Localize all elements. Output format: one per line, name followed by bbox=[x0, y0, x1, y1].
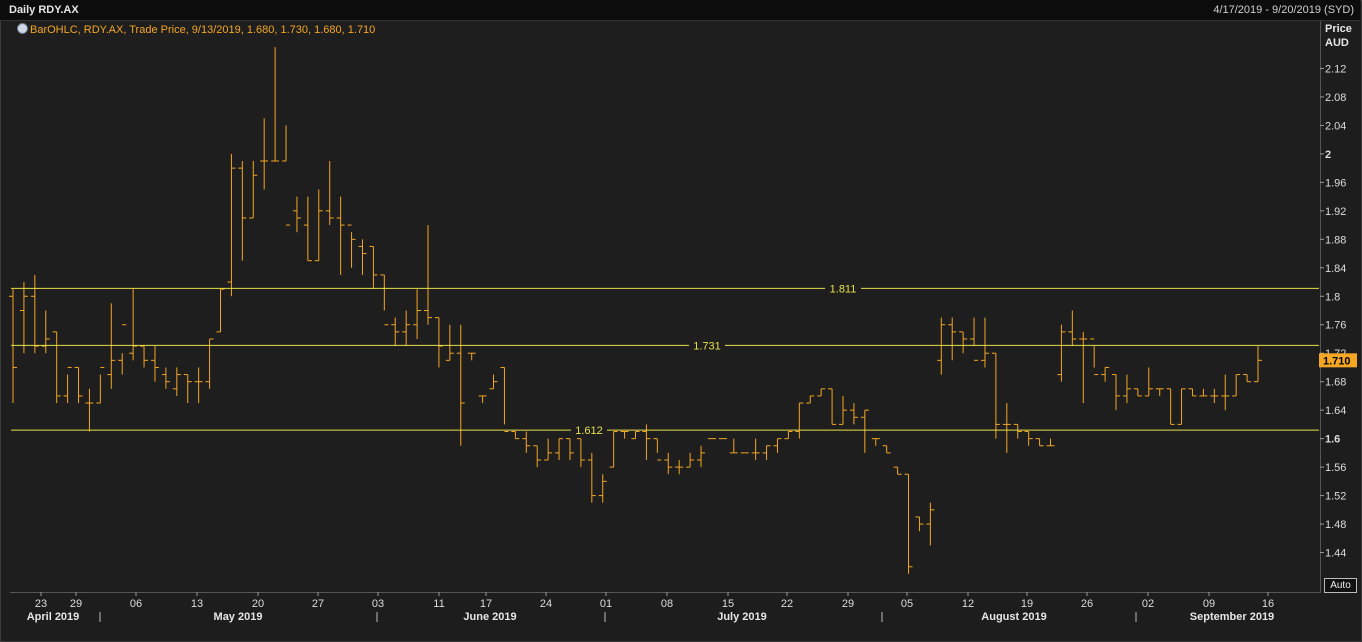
y-tick-label: 1.56 bbox=[1325, 462, 1346, 474]
month-label: August 2019 bbox=[981, 611, 1046, 623]
y-tick-label: 2 bbox=[1325, 149, 1331, 161]
level-label-bg bbox=[571, 424, 607, 437]
month-label: June 2019 bbox=[463, 611, 516, 623]
x-tick-label: 29 bbox=[70, 598, 82, 610]
x-tick-label: 26 bbox=[1081, 598, 1093, 610]
x-tick-label: 01 bbox=[600, 598, 612, 610]
x-tick-label: 11 bbox=[433, 598, 444, 610]
y-tick-label: 1.84 bbox=[1325, 263, 1346, 275]
y-tick-label: 1.48 bbox=[1325, 519, 1346, 531]
month-label: September 2019 bbox=[1190, 611, 1274, 623]
y-tick-label: 1.88 bbox=[1325, 234, 1346, 246]
globe-icon bbox=[17, 23, 28, 34]
y-tick-label: 1.8 bbox=[1325, 291, 1340, 303]
plot-area[interactable] bbox=[10, 21, 1321, 593]
x-tick-label: 23 bbox=[35, 598, 47, 610]
x-tick-label: 08 bbox=[661, 598, 673, 610]
x-tick-label: 16 bbox=[1262, 598, 1274, 610]
y-tick-label: 1.96 bbox=[1325, 177, 1346, 189]
x-tick-label: 27 bbox=[312, 598, 324, 610]
last-price-marker bbox=[1319, 353, 1357, 368]
y-axis-title-price: Price bbox=[1325, 23, 1352, 35]
y-tick-label: 1.52 bbox=[1325, 491, 1346, 503]
chart-title: Daily RDY.AX bbox=[9, 4, 79, 16]
x-tick-label: 24 bbox=[540, 598, 552, 610]
level-line-label: 1.731 bbox=[693, 340, 721, 352]
x-tick-label: 17 bbox=[480, 598, 492, 610]
y-tick-label: 1.64 bbox=[1325, 405, 1346, 417]
x-tick-label: 19 bbox=[1021, 598, 1033, 610]
level-label-bg bbox=[689, 339, 725, 352]
x-tick-label: 06 bbox=[130, 598, 142, 610]
y-tick-label: 1.92 bbox=[1325, 206, 1346, 218]
date-range: 4/17/2019 - 9/20/2019 (SYD) bbox=[1213, 4, 1354, 16]
x-tick-label: 09 bbox=[1203, 598, 1215, 610]
last-price-label: 1.710 bbox=[1323, 355, 1351, 367]
month-label: July 2019 bbox=[717, 611, 767, 623]
y-tick-label: 1.68 bbox=[1325, 377, 1346, 389]
series-legend[interactable]: BarOHLC, RDY.AX, Trade Price, 9/13/2019,… bbox=[17, 23, 375, 36]
y-tick-label: 2.08 bbox=[1325, 92, 1346, 104]
level-line-label: 1.811 bbox=[830, 283, 857, 295]
x-tick-label: 29 bbox=[842, 598, 854, 610]
y-tick-label: 1.44 bbox=[1325, 548, 1346, 560]
x-tick-label: 02 bbox=[1142, 598, 1154, 610]
chart-header: Daily RDY.AX 4/17/2019 - 9/20/2019 (SYD) bbox=[0, 0, 1360, 21]
x-tick-label: 12 bbox=[962, 598, 974, 610]
level-label-bg bbox=[825, 282, 861, 295]
x-tick-label: 15 bbox=[722, 598, 734, 610]
x-tick-label: 03 bbox=[372, 598, 384, 610]
x-tick-label: 05 bbox=[901, 598, 913, 610]
x-tick-label: 22 bbox=[781, 598, 793, 610]
y-tick-label: 2.12 bbox=[1325, 63, 1346, 75]
y-tick-label: 1.76 bbox=[1325, 320, 1346, 332]
y-tick-label: 1.6 bbox=[1325, 434, 1340, 446]
level-line-label: 1.612 bbox=[575, 425, 603, 437]
x-tick-label: 20 bbox=[252, 598, 264, 610]
auto-scale-button[interactable]: Auto bbox=[1324, 578, 1357, 593]
legend-text: BarOHLC, RDY.AX, Trade Price, 9/13/2019,… bbox=[30, 24, 376, 36]
x-tick-label: 13 bbox=[191, 598, 203, 610]
y-tick-label: 2.04 bbox=[1325, 120, 1346, 132]
y-axis-title-currency: AUD bbox=[1325, 37, 1349, 49]
month-label: April 2019 bbox=[27, 611, 80, 623]
month-label: May 2019 bbox=[214, 611, 263, 623]
